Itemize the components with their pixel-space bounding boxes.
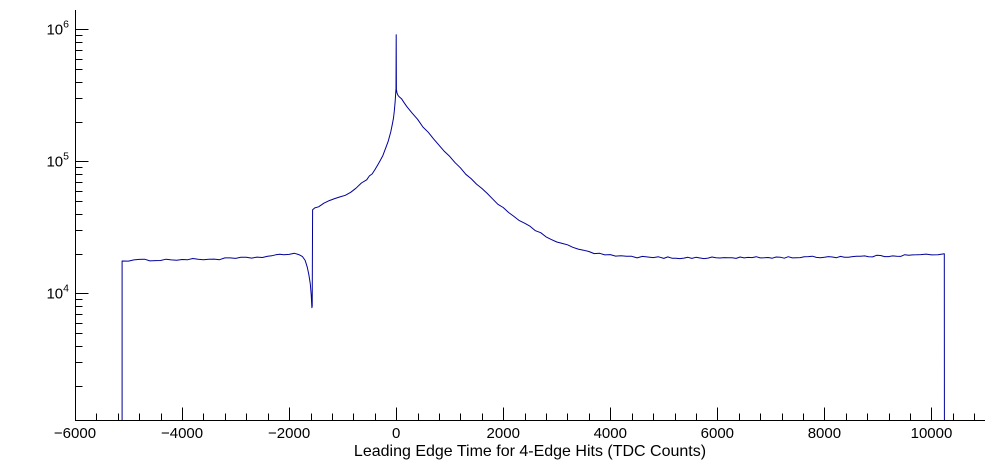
x-tick-label: 4000: [594, 425, 627, 442]
minor-ticks: [75, 35, 975, 421]
x-tick-label: 0: [392, 425, 400, 442]
x-tick-label: 10000: [911, 425, 953, 442]
axis-lines: [75, 10, 985, 421]
y-tick-label: 104: [46, 282, 69, 302]
axes: [75, 10, 985, 421]
x-tick-label: −6000: [54, 425, 96, 442]
x-tick-label: 8000: [808, 425, 841, 442]
major-ticks: [75, 29, 932, 421]
x-tick-label: 6000: [701, 425, 734, 442]
y-tick-label: 106: [46, 18, 69, 38]
x-axis-title: Leading Edge Time for 4-Edge Hits (TDC C…: [353, 443, 707, 460]
x-tick-labels: −6000 −4000 −2000 0 2000 4000 6000 8000 10000: [54, 425, 952, 442]
histogram-line: [121, 34, 945, 421]
x-tick-label: −4000: [161, 425, 203, 442]
x-tick-label: −2000: [268, 425, 310, 442]
y-tick-labels: 104 105 106: [46, 18, 69, 302]
x-tick-label: 2000: [487, 425, 520, 442]
y-tick-label: 105: [46, 150, 69, 170]
